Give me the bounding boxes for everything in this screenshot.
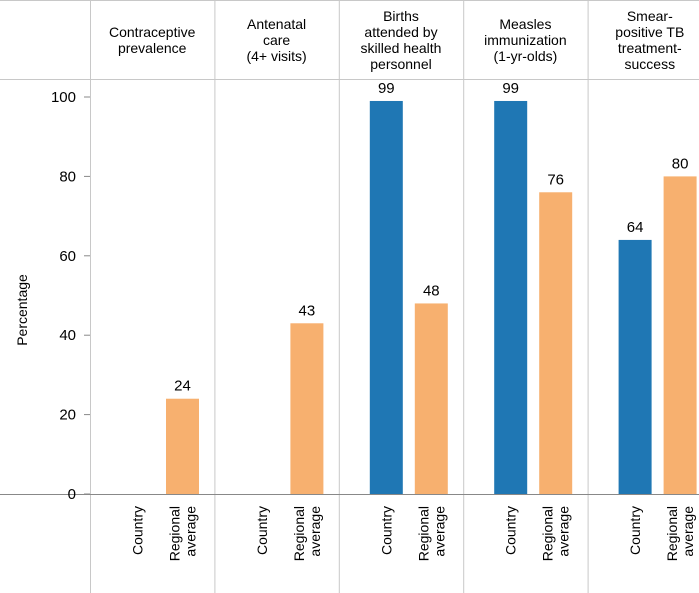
- group-header-label: attended by: [364, 24, 437, 40]
- group-header-label: Antenatal: [247, 16, 306, 32]
- x-category-label: average: [307, 506, 323, 557]
- bar-regional-average: [414, 303, 448, 494]
- group-header-label: success: [625, 56, 676, 72]
- group-header-label: positive TB: [615, 24, 684, 40]
- x-category-label: Regional: [291, 506, 307, 561]
- bar-country: [618, 239, 652, 494]
- x-category-label: average: [556, 506, 572, 557]
- bar-regional-average: [290, 323, 324, 494]
- bar-country: [494, 100, 528, 494]
- y-tick-label: 100: [51, 89, 76, 106]
- x-category-label: Regional: [540, 506, 556, 561]
- bar-value-label: 99: [378, 80, 395, 97]
- y-axis-label: Percentage: [14, 274, 30, 346]
- bar-value-label: 43: [299, 302, 316, 319]
- group-header-label: treatment-: [618, 40, 682, 56]
- x-category-label: Country: [627, 506, 643, 555]
- x-category-label: Country: [130, 506, 146, 555]
- group-header-label: care: [263, 32, 290, 48]
- group-header-label: (4+ visits): [246, 48, 306, 64]
- bar-value-label: 76: [547, 171, 564, 188]
- group-header-label: (1-yr-olds): [494, 48, 558, 64]
- group-header-label: Measles: [499, 16, 551, 32]
- y-tick-label: 40: [59, 327, 76, 344]
- bar-value-label: 80: [672, 155, 689, 172]
- bar-country: [369, 100, 403, 494]
- bar-regional-average: [539, 192, 573, 494]
- group-header-label: Contraceptive: [109, 24, 196, 40]
- bar-value-label: 64: [627, 219, 644, 236]
- group-header-label: immunization: [484, 32, 566, 48]
- x-category-label: Regional: [167, 506, 183, 561]
- x-category-label: average: [183, 506, 199, 557]
- bar-regional-average: [166, 398, 199, 494]
- x-category-label: Country: [503, 506, 519, 555]
- bar-value-label: 24: [174, 378, 191, 395]
- y-tick-label: 80: [59, 168, 76, 185]
- x-category-label: Country: [254, 506, 270, 555]
- y-tick-label: 0: [68, 486, 76, 503]
- group-header-label: skilled health: [361, 40, 442, 56]
- x-category-label: average: [431, 506, 447, 557]
- x-category-label: Regional: [415, 506, 431, 561]
- bar-value-label: 48: [423, 282, 440, 299]
- x-category-label: Country: [378, 506, 394, 555]
- bar-regional-average: [663, 176, 697, 494]
- group-header-label: Smear-: [627, 8, 673, 24]
- y-tick-label: 20: [59, 407, 76, 424]
- group-header-label: Births: [383, 8, 419, 24]
- y-tick-label: 60: [59, 248, 76, 265]
- bar-value-label: 99: [502, 80, 519, 97]
- x-category-label: Regional: [664, 506, 680, 561]
- group-header-label: prevalence: [118, 40, 187, 56]
- group-header-label: personnel: [370, 56, 432, 72]
- x-category-label: average: [680, 506, 696, 557]
